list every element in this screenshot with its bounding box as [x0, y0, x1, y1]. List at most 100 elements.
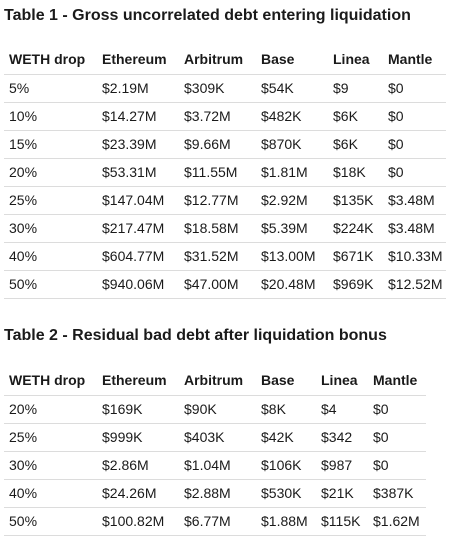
- table2-cell-weth-drop: 30%: [4, 451, 97, 480]
- table1-cell-ethereum: $147.04M: [97, 186, 179, 215]
- table2-cell-base: $8K: [256, 395, 316, 424]
- table1-cell-arbitrum: $12.77M: [179, 186, 256, 215]
- table2-cell-weth-drop: 20%: [4, 395, 97, 424]
- table1-title: Table 1 - Gross uncorrelated debt enteri…: [4, 7, 411, 24]
- table2-header-ethereum: Ethereum: [97, 365, 179, 396]
- table2-cell-linea: $342: [316, 423, 368, 452]
- table2-header-weth-drop: WETH drop: [4, 365, 97, 396]
- table1-header-base: Base: [256, 44, 328, 75]
- table2-cell-arbitrum: $403K: [179, 423, 256, 452]
- table2-cell-mantle: $0: [368, 423, 426, 452]
- table1-cell-base: $54K: [256, 74, 328, 103]
- table2-cell-base: $106K: [256, 451, 316, 480]
- table1-cell-arbitrum: $31.52M: [179, 242, 256, 271]
- table1-cell-base: $13.00M: [256, 242, 328, 271]
- table1-row: 10% $14.27M $3.72M $482K $6K $0: [4, 102, 447, 131]
- table2-cell-mantle: $387K: [368, 479, 426, 508]
- table2-header-row: WETH drop Ethereum Arbitrum Base Linea M…: [4, 365, 426, 396]
- table1-cell-linea: $6K: [328, 102, 383, 131]
- table2-cell-ethereum: $169K: [97, 395, 179, 424]
- table1-cell-base: $1.81M: [256, 158, 328, 187]
- table1-row: 20% $53.31M $11.55M $1.81M $18K $0: [4, 158, 447, 187]
- table1-cell-arbitrum: $3.72M: [179, 102, 256, 131]
- table1-cell-arbitrum: $11.55M: [179, 158, 256, 187]
- table1-row: 50% $940.06M $47.00M $20.48M $969K $12.52M: [4, 270, 447, 299]
- table2-cell-weth-drop: 25%: [4, 423, 97, 452]
- table1-row: 25% $147.04M $12.77M $2.92M $135K $3.48M: [4, 186, 447, 215]
- table2-row: 25% $999K $403K $42K $342 $0: [4, 423, 426, 452]
- table2-row: 40% $24.26M $2.88M $530K $21K $387K: [4, 479, 426, 508]
- table1-header-arbitrum: Arbitrum: [179, 44, 256, 75]
- table1-row: 5% $2.19M $309K $54K $9 $0: [4, 74, 447, 103]
- table1-cell-weth-drop: 40%: [4, 242, 97, 271]
- table1-cell-mantle: $3.48M: [383, 214, 447, 243]
- table1-row: 15% $23.39M $9.66M $870K $6K $0: [4, 130, 447, 159]
- table1-cell-linea: $18K: [328, 158, 383, 187]
- table2-cell-ethereum: $2.86M: [97, 451, 179, 480]
- table1-cell-mantle: $0: [383, 158, 447, 187]
- table1-cell-weth-drop: 50%: [4, 270, 97, 299]
- table2-cell-weth-drop: 40%: [4, 479, 97, 508]
- table1-cell-linea: $6K: [328, 130, 383, 159]
- table1-cell-weth-drop: 20%: [4, 158, 97, 187]
- table1-cell-mantle: $3.48M: [383, 186, 447, 215]
- table1-cell-linea: $224K: [328, 214, 383, 243]
- table2-cell-base: $42K: [256, 423, 316, 452]
- table1-cell-base: $2.92M: [256, 186, 328, 215]
- table2-cell-arbitrum: $6.77M: [179, 507, 256, 536]
- table1-cell-base: $20.48M: [256, 270, 328, 299]
- table1-cell-arbitrum: $309K: [179, 74, 256, 103]
- table2-row: 20% $169K $90K $8K $4 $0: [4, 395, 426, 424]
- table2-cell-weth-drop: 50%: [4, 507, 97, 536]
- table1-cell-mantle: $0: [383, 130, 447, 159]
- table1-header-ethereum: Ethereum: [97, 44, 179, 75]
- table1-cell-base: $870K: [256, 130, 328, 159]
- table2-cell-linea: $115K: [316, 507, 368, 536]
- table1-cell-arbitrum: $47.00M: [179, 270, 256, 299]
- table1-cell-ethereum: $217.47M: [97, 214, 179, 243]
- table1-cell-linea: $9: [328, 74, 383, 103]
- table1-header-row: WETH drop Ethereum Arbitrum Base Linea M…: [4, 44, 447, 75]
- table2-header-linea: Linea: [316, 365, 368, 396]
- table1-cell-linea: $969K: [328, 270, 383, 299]
- table1-cell-arbitrum: $18.58M: [179, 214, 256, 243]
- table2-cell-arbitrum: $90K: [179, 395, 256, 424]
- table2-cell-linea: $4: [316, 395, 368, 424]
- table1-cell-ethereum: $940.06M: [97, 270, 179, 299]
- table1-header-linea: Linea: [328, 44, 383, 75]
- table2-header-base: Base: [256, 365, 316, 396]
- table2-header-arbitrum: Arbitrum: [179, 365, 256, 396]
- table1-cell-ethereum: $53.31M: [97, 158, 179, 187]
- table1-header-weth-drop: WETH drop: [4, 44, 97, 75]
- table1-cell-weth-drop: 15%: [4, 130, 97, 159]
- table2-cell-arbitrum: $1.04M: [179, 451, 256, 480]
- table1-cell-arbitrum: $9.66M: [179, 130, 256, 159]
- table1-cell-weth-drop: 10%: [4, 102, 97, 131]
- table1-row: 30% $217.47M $18.58M $5.39M $224K $3.48M: [4, 214, 447, 243]
- table2-cell-base: $1.88M: [256, 507, 316, 536]
- table2-cell-mantle: $0: [368, 451, 426, 480]
- table1-row: 40% $604.77M $31.52M $13.00M $671K $10.33M: [4, 242, 447, 271]
- table2-row: 50% $100.82M $6.77M $1.88M $115K $1.62M: [4, 507, 426, 536]
- table1-cell-base: $482K: [256, 102, 328, 131]
- table1-cell-mantle: $0: [383, 74, 447, 103]
- table2-cell-arbitrum: $2.88M: [179, 479, 256, 508]
- table2-cell-ethereum: $24.26M: [97, 479, 179, 508]
- table1-gross-debt: WETH drop Ethereum Arbitrum Base Linea M…: [4, 44, 447, 299]
- table1-cell-weth-drop: 5%: [4, 74, 97, 103]
- table1-cell-linea: $671K: [328, 242, 383, 271]
- table2-cell-linea: $21K: [316, 479, 368, 508]
- table1-cell-linea: $135K: [328, 186, 383, 215]
- table2-cell-base: $530K: [256, 479, 316, 508]
- table1-cell-base: $5.39M: [256, 214, 328, 243]
- table1-cell-ethereum: $2.19M: [97, 74, 179, 103]
- table2-residual-bad-debt: WETH drop Ethereum Arbitrum Base Linea M…: [4, 365, 426, 536]
- table2-cell-ethereum: $100.82M: [97, 507, 179, 536]
- table2-cell-ethereum: $999K: [97, 423, 179, 452]
- table1-cell-mantle: $12.52M: [383, 270, 447, 299]
- table1-cell-ethereum: $23.39M: [97, 130, 179, 159]
- table1-header-mantle: Mantle: [383, 44, 447, 75]
- table1-cell-mantle: $10.33M: [383, 242, 447, 271]
- table1-cell-weth-drop: 30%: [4, 214, 97, 243]
- table2-cell-mantle: $1.62M: [368, 507, 426, 536]
